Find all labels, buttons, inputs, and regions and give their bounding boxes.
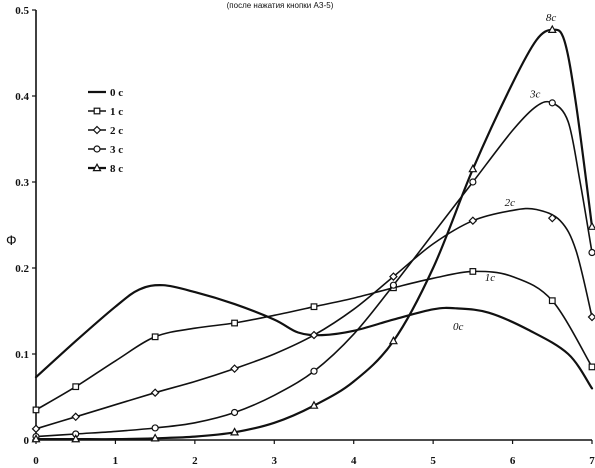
series-1: 1с (32, 268, 595, 414)
y-tick-label: 0.5 (15, 5, 29, 17)
curve-label: 2с (505, 197, 515, 209)
legend-label: 3 с (110, 144, 123, 156)
curve-label: 8с (546, 12, 557, 24)
y-tick-label: 0.4 (15, 91, 29, 103)
legend-item: 8 с (88, 162, 123, 175)
legend-swatch-marker (92, 125, 102, 135)
axes-group (35, 10, 592, 441)
series-0: 0с (34, 284, 594, 390)
legend-swatch-marker (93, 145, 101, 153)
data-point-marker (32, 406, 40, 414)
legend-label: 0 с (110, 87, 123, 99)
data-point-marker (151, 424, 159, 432)
legend-label: 2 с (110, 125, 123, 137)
x-tick-label: 4 (351, 455, 357, 467)
data-point-marker (71, 434, 81, 443)
series-3: 3с (32, 89, 595, 441)
series-group: 0с 1с 2с 3с 8с (31, 12, 595, 443)
x-ticks-group: 0 1 2 3 4 5 6 7 (33, 440, 595, 467)
data-point-marker (388, 336, 398, 345)
data-point-marker (588, 363, 595, 371)
y-tick-label: 0 (24, 435, 30, 447)
data-point-marker (587, 221, 595, 230)
data-point-marker (230, 427, 240, 436)
y-ticks-group: 0 0.1 0.2 0.3 0.4 0.5 (15, 5, 36, 447)
data-point-marker (230, 364, 239, 373)
x-tick-label: 5 (430, 455, 436, 467)
data-point-marker (469, 268, 477, 275)
data-point-marker (548, 99, 556, 107)
legend-item: 2 с (88, 125, 123, 137)
data-point-marker (548, 297, 556, 305)
x-tick-label: 1 (113, 455, 119, 467)
series-line (35, 270, 593, 411)
data-point-marker (389, 281, 398, 289)
legend-item: 0 с (88, 87, 123, 99)
x-tick-label: 3 (272, 455, 278, 467)
data-point-marker (151, 333, 159, 341)
legend-label: 8 с (110, 163, 123, 175)
legend-item: 3 с (88, 144, 123, 156)
x-tick-label: 6 (510, 455, 516, 467)
legend-item: 1 с (88, 106, 123, 118)
data-point-marker (469, 178, 477, 186)
data-point-marker (547, 24, 557, 33)
data-point-marker (31, 424, 41, 434)
data-point-marker (389, 272, 398, 281)
data-point-marker (310, 367, 318, 375)
series-line (35, 207, 593, 430)
x-tick-label: 7 (589, 455, 595, 467)
series-2: 2с (31, 197, 595, 434)
curve-label: 0с (453, 321, 464, 333)
chart-title: (после нажатия кнопки АЗ-5) (227, 1, 334, 10)
data-point-marker (72, 383, 80, 391)
curve-label: 1с (485, 272, 496, 284)
data-point-marker (547, 213, 557, 223)
data-point-marker (150, 433, 160, 442)
y-tick-label: 0.1 (15, 349, 29, 361)
data-point-marker (71, 412, 81, 422)
series-line (34, 284, 594, 390)
data-point-marker (230, 408, 239, 417)
data-point-marker (468, 164, 478, 173)
y-tick-label: 0.3 (15, 177, 29, 189)
y-tick-label: 0.2 (15, 263, 29, 275)
data-point-marker (588, 248, 595, 257)
legend-swatch-marker (92, 162, 102, 172)
data-point-marker (150, 388, 160, 398)
x-tick-label: 2 (192, 455, 198, 467)
data-point-marker (310, 303, 318, 311)
data-point-marker (309, 400, 319, 409)
curve-label: 3с (529, 89, 541, 101)
x-tick-label: 0 (33, 455, 39, 467)
data-point-marker (468, 216, 478, 226)
data-point-marker (309, 330, 319, 340)
series-4: 8с (31, 12, 595, 443)
data-point-marker (31, 434, 41, 443)
data-point-marker (231, 319, 238, 327)
legend-swatch-marker (93, 107, 101, 115)
legend: 0 с 1 с 2 с 3 с 8 с (88, 87, 123, 175)
legend-label: 1 с (110, 106, 123, 118)
y-axis-title: Ф (6, 232, 17, 248)
data-point-marker (587, 312, 595, 322)
